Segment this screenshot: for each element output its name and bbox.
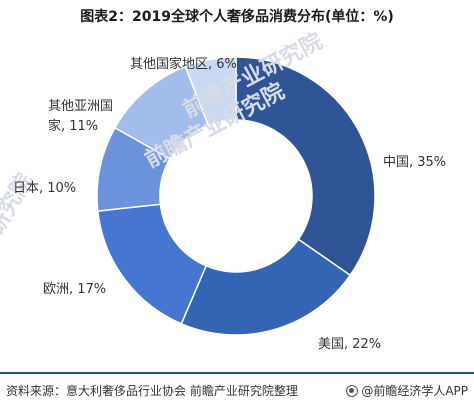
slice-label-europe: 欧洲, 17% <box>43 282 106 297</box>
labels-group: 中国, 35% 美国, 22% 欧洲, 17% 日本, 10% 其他亚洲国 家,… <box>13 56 446 352</box>
slice-label-usa: 美国, 22% <box>318 337 381 352</box>
slice-label-other-asia-line1: 其他亚洲国 <box>48 99 113 114</box>
donut-chart: 前瞻产业研究院 前瞻产业研究院 研究院 中国, 35% 美国, 22% 欧洲, … <box>0 28 446 352</box>
slice-label-china: 中国, 35% <box>383 155 446 170</box>
donut-slice-0 <box>235 56 376 277</box>
slice-label-japan: 日本, 10% <box>13 181 76 196</box>
slices-group <box>96 56 376 336</box>
chart-title: 图表2：2019全球个人奢侈品消费分布(单位：%) <box>80 9 394 25</box>
brand-circle-icon <box>346 384 359 397</box>
slice-label-other-regions: 其他国家地区, 6% <box>130 56 237 72</box>
watermark-text: 研究院 <box>0 169 38 239</box>
donut-slice-1 <box>180 238 352 336</box>
footer: 资料来源：意大利奢侈品行业协会 前瞻产业研究院整理 @前瞻经济学人APP <box>0 372 474 410</box>
slice-label-other-asia-line2: 家, 11% <box>48 118 98 134</box>
donut-slice-5 <box>184 56 237 127</box>
brand-text: @前瞻经济学人APP <box>361 384 468 398</box>
source-note: 资料来源：意大利奢侈品行业协会 前瞻产业研究院整理 <box>6 384 298 398</box>
brand-credit: @前瞻经济学人APP <box>346 382 468 399</box>
